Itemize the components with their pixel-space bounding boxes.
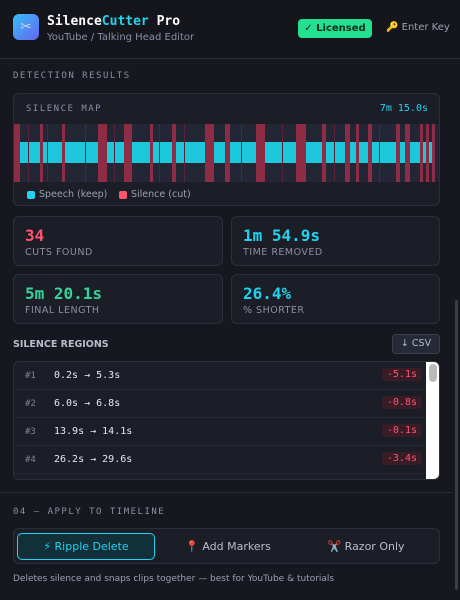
stat-value: 26.4% bbox=[243, 284, 292, 303]
stat-label: TIME REMOVED bbox=[243, 247, 323, 258]
gap-line bbox=[47, 124, 48, 182]
stat-label: CUTS FOUND bbox=[25, 247, 93, 258]
silence-stripe bbox=[205, 124, 214, 182]
silence-stripe bbox=[225, 124, 230, 182]
silence-stripe bbox=[98, 124, 107, 182]
gap-line bbox=[85, 124, 86, 182]
silence-stripe bbox=[322, 124, 326, 182]
silence-stripe bbox=[426, 124, 429, 182]
silence-stripe bbox=[14, 124, 20, 182]
region-row: #2 6.0s → 6.8s -0.8s bbox=[14, 390, 426, 418]
region-delta: -5.1s bbox=[381, 368, 422, 381]
region-range: 13.9s → 14.1s bbox=[54, 426, 133, 437]
legend-swatch bbox=[119, 191, 127, 199]
gap-line bbox=[379, 124, 380, 182]
gap-line bbox=[334, 124, 335, 182]
silence-stripe bbox=[296, 124, 306, 182]
divider bbox=[0, 492, 452, 493]
region-delta: -3.4s bbox=[381, 452, 422, 465]
mode-buttons: ⚡ Ripple Delete 📍 Add Markers ✂️ Razor Onl… bbox=[13, 528, 440, 564]
mode-button[interactable]: 📍 Add Markers bbox=[185, 540, 271, 553]
gap-line bbox=[114, 124, 115, 182]
silence-stripe bbox=[40, 124, 43, 182]
silence-stripe bbox=[356, 124, 359, 182]
title-main: Silence bbox=[47, 14, 102, 29]
region-index: #4 bbox=[25, 455, 36, 465]
region-delta: -0.8s bbox=[381, 396, 422, 409]
silence-map-card: SILENCE MAP 7m 15.0s Speech (keep) Silen… bbox=[13, 93, 440, 206]
stat-card: 26.4% % SHORTER bbox=[231, 274, 440, 324]
enter-key-link[interactable]: 🔑 Enter Key bbox=[386, 22, 450, 33]
page-scrollbar bbox=[455, 300, 458, 590]
app-icon: ✂ bbox=[13, 14, 39, 40]
legend-swatch bbox=[27, 191, 35, 199]
region-range: 0.2s → 5.3s bbox=[54, 370, 121, 381]
silence-stripe bbox=[396, 124, 400, 182]
csv-button[interactable]: ↓ CSV bbox=[392, 334, 440, 354]
region-index: #2 bbox=[25, 399, 36, 409]
silence-map bbox=[14, 124, 439, 182]
silence-stripe bbox=[150, 124, 153, 182]
silence-stripe bbox=[405, 124, 410, 182]
stat-card: 1m 54.9s TIME REMOVED bbox=[231, 216, 440, 266]
silence-stripe bbox=[420, 124, 423, 182]
gap-line bbox=[282, 124, 283, 182]
subtitle: YouTube / Talking Head Editor bbox=[47, 32, 195, 43]
silence-stripe bbox=[368, 124, 372, 182]
stat-label: FINAL LENGTH bbox=[25, 305, 100, 316]
region-index: #3 bbox=[25, 427, 36, 437]
silence-stripe bbox=[345, 124, 350, 182]
region-row: #1 0.2s → 5.3s -5.1s bbox=[14, 362, 426, 390]
mode-button[interactable]: ⚡ Ripple Delete bbox=[17, 533, 155, 560]
stat-card: 34 CUTS FOUND bbox=[13, 216, 223, 266]
header: ✂ SilenceCutter Pro YouTube / Talking He… bbox=[0, 0, 460, 59]
map-duration: 7m 15.0s bbox=[379, 103, 428, 114]
stat-label: % SHORTER bbox=[243, 305, 305, 316]
stat-value: 34 bbox=[25, 226, 45, 245]
section-heading: 04 — APPLY TO TIMELINE bbox=[13, 507, 166, 517]
silence-stripe bbox=[432, 124, 435, 182]
legend-label: Speech (keep) bbox=[39, 189, 108, 200]
stat-value: 5m 20.1s bbox=[25, 284, 103, 303]
region-delta: -0.1s bbox=[381, 424, 422, 437]
gap-line bbox=[241, 124, 242, 182]
section-heading: DETECTION RESULTS bbox=[13, 71, 131, 81]
title-accent: Cutter bbox=[101, 14, 149, 29]
regions-list: #1 0.2s → 5.3s -5.1s #2 6.0s → 6.8s -0.8s #3 13… bbox=[13, 361, 440, 480]
title-suffix: Pro bbox=[156, 14, 181, 29]
regions-heading: SILENCE REGIONS bbox=[13, 339, 109, 350]
region-row: #4 26.2s → 29.6s -3.4s bbox=[14, 446, 426, 474]
gap-line bbox=[184, 124, 185, 182]
gap-line bbox=[159, 124, 160, 182]
silence-stripe bbox=[124, 124, 132, 182]
map-title: SILENCE MAP bbox=[26, 104, 103, 114]
region-range: 6.0s → 6.8s bbox=[54, 398, 121, 409]
silence-stripe bbox=[172, 124, 176, 182]
region-index: #1 bbox=[25, 371, 36, 381]
legend-label: Silence (cut) bbox=[131, 189, 191, 200]
region-range: 26.2s → 29.6s bbox=[54, 454, 133, 465]
silence-stripe bbox=[256, 124, 265, 182]
scrollbar bbox=[426, 362, 439, 479]
app-title: SilenceCutter Pro bbox=[47, 14, 180, 29]
stat-value: 1m 54.9s bbox=[243, 226, 321, 245]
mode-button[interactable]: ✂️ Razor Only bbox=[327, 540, 405, 553]
stat-card: 5m 20.1s FINAL LENGTH bbox=[13, 274, 223, 324]
scroll-thumb bbox=[429, 364, 437, 382]
license-badge: ✓ Licensed bbox=[298, 19, 372, 38]
gap-line bbox=[28, 124, 29, 182]
region-row: #3 13.9s → 14.1s -0.1s bbox=[14, 418, 426, 446]
silence-stripe bbox=[62, 124, 65, 182]
mode-note: Deletes silence and snaps clips together… bbox=[13, 574, 335, 584]
